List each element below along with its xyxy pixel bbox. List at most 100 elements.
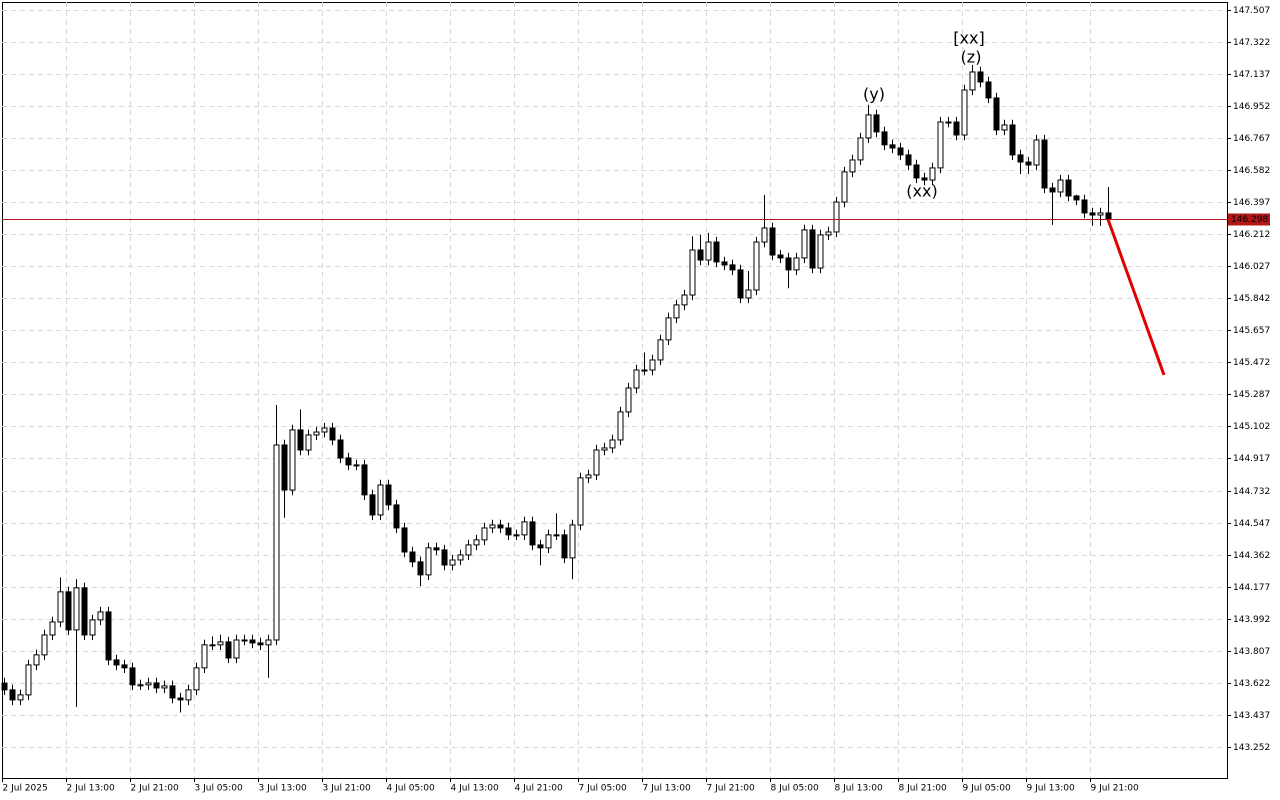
x-tick-label: 8 Jul 21:00 [899, 784, 948, 794]
candles [1, 64, 1112, 713]
candle-body [33, 654, 40, 666]
y-tick-label: 143.992 [1233, 615, 1270, 625]
x-tick-label: 4 Jul 05:00 [387, 784, 436, 794]
candle-body [305, 434, 312, 451]
candle-body [481, 527, 488, 541]
candle-body [897, 147, 904, 156]
y-tick-label: 146.767 [1233, 134, 1270, 144]
x-tick-label: 9 Jul 21:00 [1091, 784, 1140, 794]
candle-body [1089, 212, 1096, 216]
candle-body [545, 534, 552, 549]
x-tick-label: 3 Jul 05:00 [195, 784, 244, 794]
candle-body [921, 177, 928, 181]
candle-body [937, 121, 944, 169]
x-tick-label: 7 Jul 05:00 [579, 784, 628, 794]
candle-body [977, 71, 984, 83]
candle-body [681, 294, 688, 306]
y-tick-label: 146.582 [1233, 166, 1270, 176]
y-tick-label: 143.252 [1233, 743, 1270, 753]
candle-body [385, 484, 392, 506]
candle-body [601, 447, 608, 451]
candle-body [841, 171, 848, 203]
price-label-box [1228, 213, 1270, 226]
candle-body [313, 431, 320, 436]
candle-body [585, 474, 592, 479]
candle-body [697, 249, 704, 261]
candle-body [961, 89, 968, 136]
candle-body [833, 201, 840, 233]
candle-body [473, 539, 480, 546]
candle-body [777, 254, 784, 259]
candle-body [745, 289, 752, 299]
candle-body [737, 269, 744, 299]
candle-body [785, 257, 792, 271]
wave-label: [xx] [953, 29, 984, 48]
y-tick-label: 147.137 [1233, 70, 1270, 80]
candle-body [1017, 154, 1024, 163]
candle-body [1001, 124, 1008, 131]
candle-body [649, 359, 656, 371]
candle-body [377, 484, 384, 516]
candle-body [241, 639, 248, 642]
candle-body [225, 641, 232, 659]
candle-body [441, 549, 448, 566]
candle-body [953, 121, 960, 136]
candle-body [9, 689, 16, 701]
candle-body [25, 664, 32, 696]
candle-body [321, 427, 328, 433]
candle-body [713, 241, 720, 263]
candle-body [465, 544, 472, 556]
candle-body [433, 547, 440, 551]
candle-body [177, 697, 184, 701]
candle-body [825, 231, 832, 236]
candle-body [809, 229, 816, 269]
candle-body [281, 444, 288, 491]
candle-body [905, 154, 912, 166]
y-tick-label: 144.917 [1233, 454, 1270, 464]
candle-body [569, 524, 576, 559]
candle-body [1049, 187, 1056, 193]
y-tick-label: 143.807 [1233, 647, 1270, 657]
candle-body [345, 457, 352, 466]
candle-body [329, 427, 336, 441]
candle-body [1081, 199, 1088, 214]
x-tick-label: 9 Jul 13:00 [1027, 784, 1076, 794]
candle-body [505, 527, 512, 536]
candle-body [161, 685, 168, 689]
candle-body [577, 477, 584, 526]
candle-body [137, 684, 144, 687]
candle-body [57, 591, 64, 623]
candle-body [217, 641, 224, 646]
candle-body [849, 159, 856, 173]
candle-body [1025, 161, 1032, 166]
candle-body [337, 439, 344, 459]
candle-body [817, 234, 824, 269]
x-tick-label: 7 Jul 21:00 [707, 784, 756, 794]
x-tick-label: 9 Jul 05:00 [963, 784, 1012, 794]
candle-body [401, 527, 408, 553]
candle-body [265, 639, 272, 646]
candle-body [153, 682, 160, 689]
x-tick-label: 7 Jul 13:00 [643, 784, 692, 794]
candle-body [81, 587, 88, 636]
candle-body [793, 257, 800, 271]
wave-label: (z) [961, 48, 982, 67]
candle-body [617, 411, 624, 441]
plot-frame [2, 2, 1228, 779]
candle-body [865, 114, 872, 139]
y-tick-label: 146.212 [1233, 230, 1270, 240]
candle-body [729, 264, 736, 271]
candle-body [113, 659, 120, 666]
candle-body [201, 644, 208, 669]
candle-body [1105, 212, 1112, 220]
candle-body [489, 524, 496, 529]
candle-body [913, 164, 920, 179]
y-tick-label: 144.547 [1233, 519, 1270, 529]
candle-body [257, 642, 264, 646]
candle-body [969, 71, 976, 91]
x-tick-label: 2 Jul 21:00 [131, 784, 180, 794]
y-tick-label: 145.102 [1233, 422, 1270, 432]
y-tick-label: 146.027 [1233, 262, 1270, 272]
